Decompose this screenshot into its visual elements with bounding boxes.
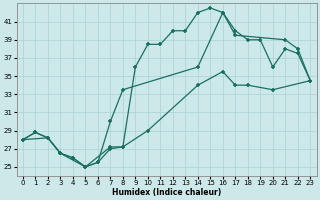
- X-axis label: Humidex (Indice chaleur): Humidex (Indice chaleur): [112, 188, 221, 197]
